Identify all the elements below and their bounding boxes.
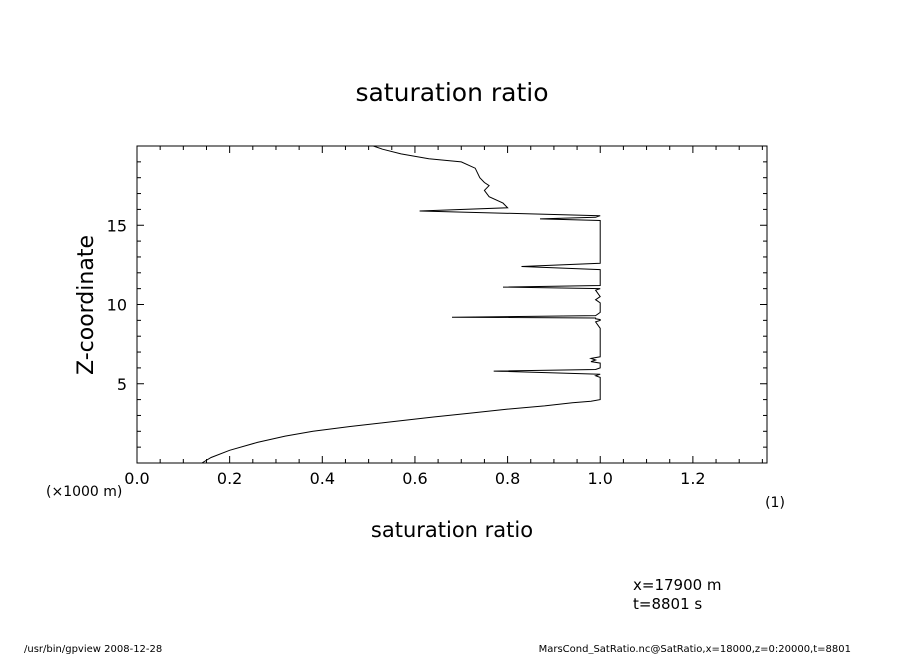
y-tick-label: 15 bbox=[107, 216, 127, 235]
x-tick-label: 0.8 bbox=[495, 469, 520, 488]
series-line bbox=[201, 145, 601, 464]
y-axis-label: Z-coordinate bbox=[74, 235, 99, 375]
y-tick-label: 10 bbox=[107, 296, 127, 315]
axis-ticks bbox=[136, 145, 767, 463]
footer-left: /usr/bin/gpview 2008-12-28 bbox=[24, 644, 162, 654]
x-tick-label: 0.4 bbox=[310, 469, 335, 488]
x-tick-label: 1.0 bbox=[588, 469, 613, 488]
chart-title: saturation ratio bbox=[355, 78, 548, 107]
x-tick-labels: 0.0 0.2 0.4 0.6 0.8 1.0 1.2 bbox=[124, 469, 705, 488]
x-tick-label: 0.6 bbox=[402, 469, 427, 488]
y-axis-unit: (×1000 m) bbox=[46, 484, 122, 500]
x-axis-label: saturation ratio bbox=[371, 518, 533, 542]
footer-right: MarsCond_SatRatio.nc@SatRatio,x=18000,z=… bbox=[539, 644, 851, 654]
x-tick-label: 0.2 bbox=[217, 469, 242, 488]
x-axis-unit: (1) bbox=[765, 495, 785, 511]
y-tick-label: 5 bbox=[117, 375, 127, 394]
time-readout: t=8801 s bbox=[633, 595, 702, 613]
x-position-readout: x=17900 m bbox=[633, 576, 722, 594]
x-tick-label: 1.2 bbox=[680, 469, 705, 488]
y-tick-labels: 5 10 15 bbox=[107, 216, 127, 394]
x-tick-label: 0.0 bbox=[124, 469, 149, 488]
